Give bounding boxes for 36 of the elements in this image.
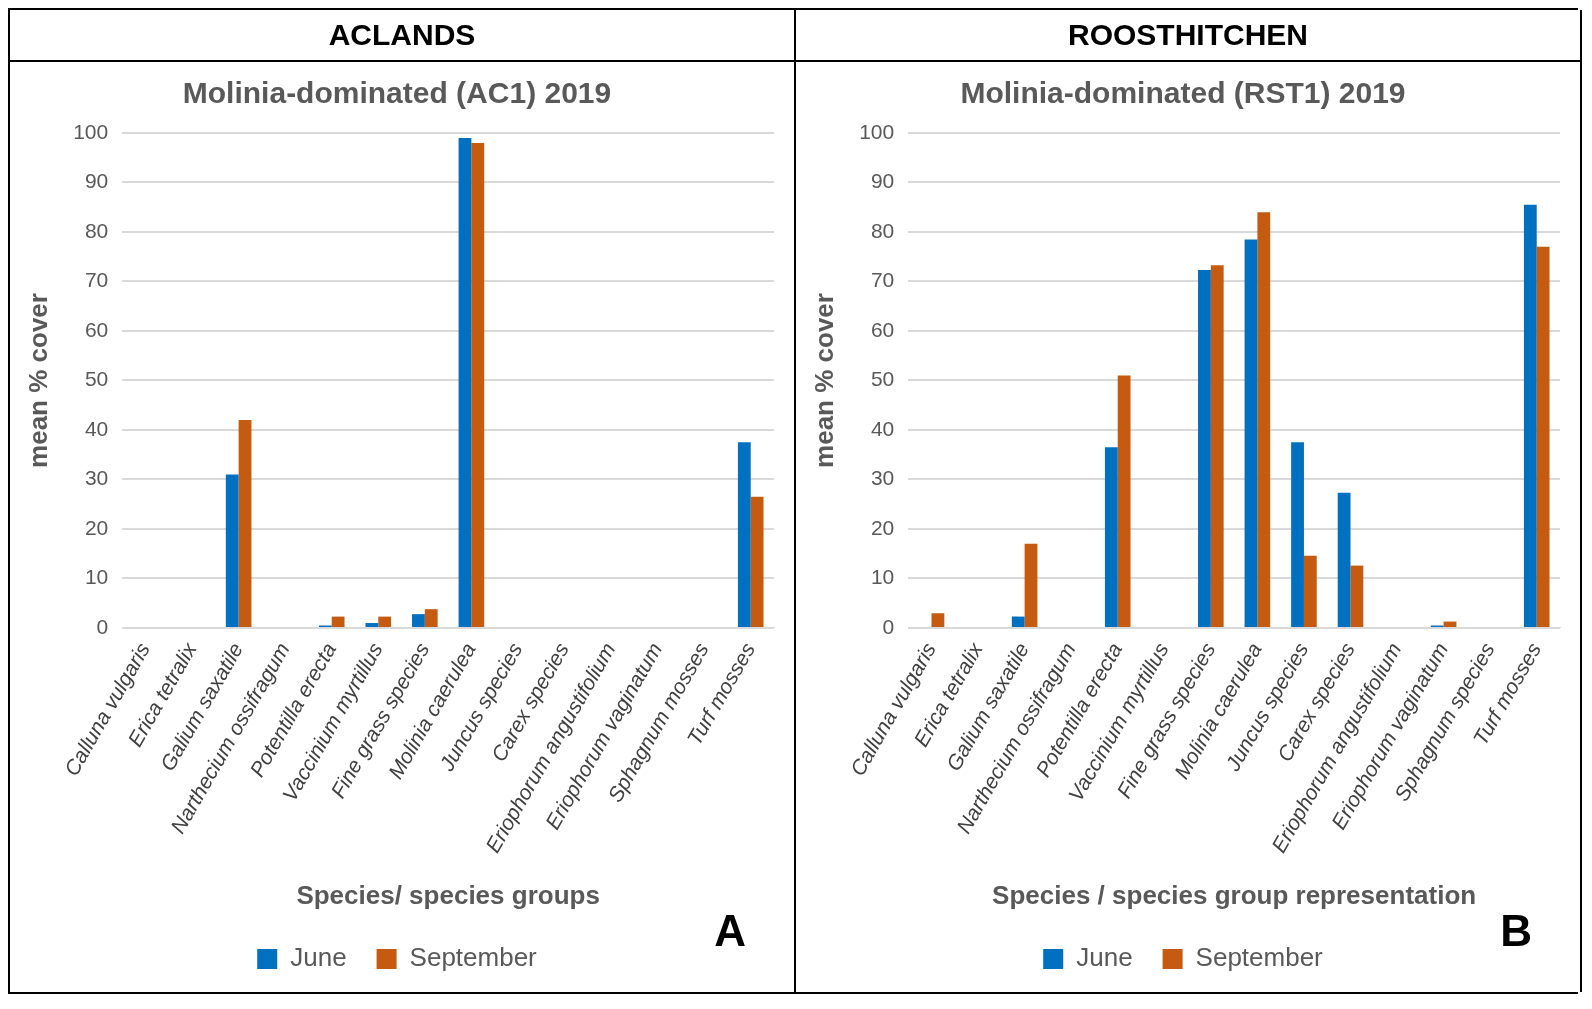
y-axis-title: mean % cover	[808, 293, 839, 468]
y-tick-label: 80	[870, 218, 895, 242]
legend-label: June	[290, 942, 347, 973]
y-tick-label: 50	[870, 367, 895, 391]
y-tick-label: 60	[870, 317, 895, 341]
y-tick-label: 80	[84, 218, 109, 242]
legend-label: June	[1076, 942, 1133, 973]
y-tick-label: 0	[96, 614, 109, 638]
y-tick-label: 70	[870, 268, 895, 292]
y-tick-label: 30	[870, 466, 895, 490]
y-tick-label: 90	[870, 169, 895, 193]
chart-title: Molinia-dominated (RST1) 2019	[960, 76, 1406, 110]
y-tick-label: 90	[84, 169, 109, 193]
legend-label: September	[409, 942, 538, 973]
chart-title: Molinia-dominated (AC1) 2019	[182, 76, 612, 110]
legend-label: September	[1195, 942, 1324, 973]
y-tick-label: 100	[859, 119, 895, 143]
y-tick-label: 100	[73, 119, 109, 143]
x-axis-title: Species/ species groups	[296, 879, 600, 910]
y-tick-label: 70	[84, 268, 109, 292]
text: ACLANDS	[10, 10, 794, 62]
y-tick-label: 40	[84, 416, 109, 440]
y-tick-label: 50	[84, 367, 109, 391]
y-tick-label: 60	[84, 317, 109, 341]
y-tick-label: 10	[870, 565, 895, 589]
y-tick-label: 20	[870, 515, 895, 539]
y-tick-label: 10	[84, 565, 109, 589]
text: A	[714, 906, 746, 956]
text: B	[1500, 906, 1532, 956]
x-axis-title: Species / species group representation	[992, 879, 1477, 910]
y-axis-title: mean % cover	[22, 293, 53, 468]
text: ROOSTHITCHEN	[796, 10, 1580, 62]
y-tick-label: 30	[84, 466, 109, 490]
y-tick-label: 40	[870, 416, 895, 440]
y-tick-label: 0	[882, 614, 895, 638]
y-tick-label: 20	[84, 515, 109, 539]
